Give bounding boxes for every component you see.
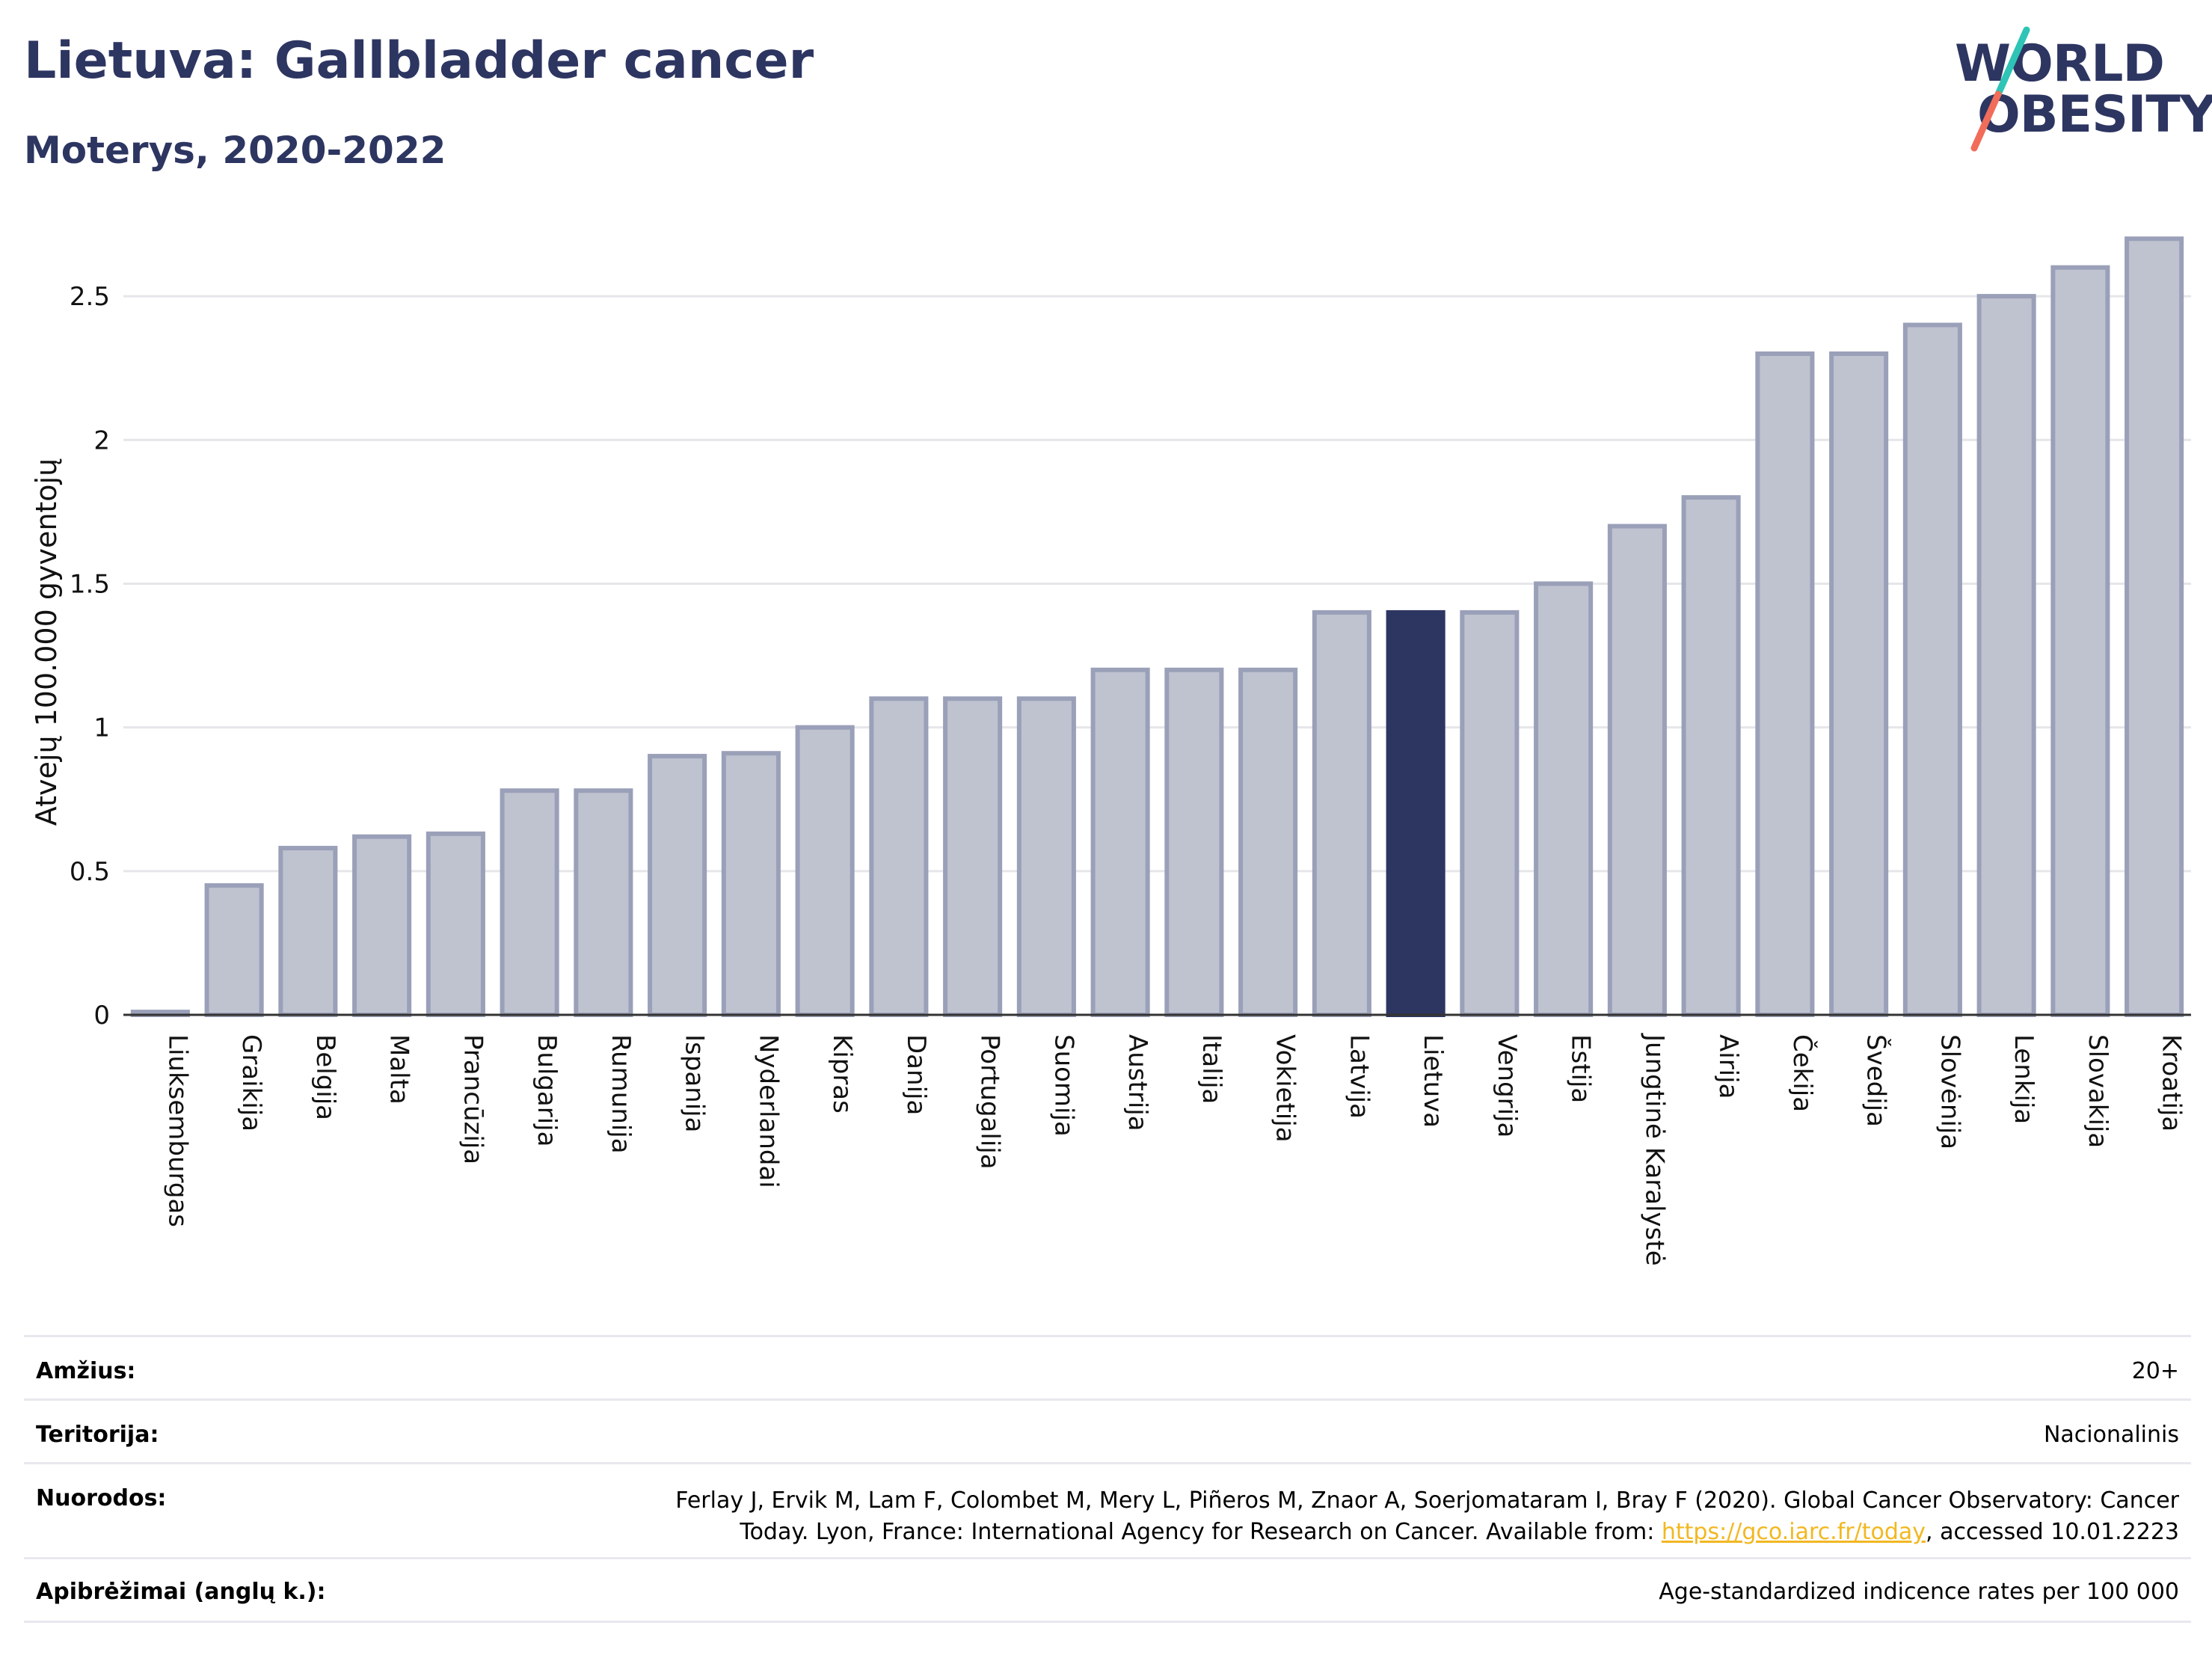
x-tick-label: Graikija (236, 1034, 266, 1132)
references-label: Nuorodos: (36, 1485, 167, 1511)
x-tick-label: Ispanija (680, 1034, 710, 1132)
bar (574, 788, 633, 1018)
chart-subtitle: Moterys, 2020-2022 (24, 129, 446, 172)
bar (648, 754, 707, 1018)
bar (1681, 495, 1741, 1017)
age-value: 20+ (2131, 1358, 2179, 1384)
x-tick-label: Suomija (1048, 1034, 1078, 1137)
bar (352, 834, 412, 1018)
x-tick-label: Rumunija (606, 1034, 636, 1154)
logo-line2: OBESITY (1977, 85, 2212, 144)
chart-title: Lietuva: Gallbladder cancer (24, 31, 814, 90)
x-tick-label: Slovėnija (1935, 1034, 1964, 1149)
definitions-value: Age-standardized indicence rates per 100… (1659, 1579, 2179, 1605)
bar (1460, 610, 1520, 1017)
bar (1902, 322, 1962, 1017)
x-tick-label: Estija (1566, 1034, 1596, 1103)
y-tick-label: 2 (93, 426, 110, 455)
y-tick-label: 2.5 (70, 282, 110, 312)
bar (2050, 265, 2110, 1017)
bar (721, 751, 781, 1017)
x-tick-label: Lenkija (2009, 1034, 2039, 1124)
x-tick-label: Portugalija (975, 1034, 1005, 1170)
bar (1238, 667, 1298, 1017)
x-tick-label: Vokietija (1271, 1034, 1300, 1143)
bar (1976, 294, 2036, 1018)
logo-line1: WORLD (1955, 34, 2165, 93)
bar (1164, 667, 1224, 1017)
bar (1090, 667, 1150, 1017)
age-label: Amžius: (36, 1358, 136, 1384)
x-tick-label: Bulgarija (532, 1034, 562, 1146)
metadata-table: Amžius: 20+ Teritorija: Nacionalinis Nuo… (24, 1335, 2191, 1623)
references-value: Ferlay J, Ervik M, Lam F, Colombet M, Me… (675, 1485, 2179, 1548)
x-tick-label: Prancūzija (458, 1034, 488, 1164)
x-tick-label: Kroatija (2157, 1034, 2187, 1132)
references-line2-suffix: , accessed 10.01.2223 (1926, 1519, 2179, 1545)
bar (500, 788, 559, 1018)
bar (1534, 581, 1594, 1017)
meta-row-territory: Teritorija: Nacionalinis (24, 1398, 2191, 1462)
bar-chart: 0 0.5 1 1.5 2 2.5 Liuksemburgas Graikija Belgij… (30, 236, 2191, 1266)
y-axis-label: Atvejų 100.000 gyventojų (30, 458, 63, 826)
bar (1755, 351, 1815, 1017)
x-tick-label: Slovakija (2083, 1034, 2113, 1148)
logo-slash-icon (1970, 26, 2030, 152)
bar (1607, 523, 1667, 1017)
bar (1829, 351, 1889, 1017)
y-tick-label: 1.5 (70, 569, 110, 599)
x-tick-label: Nyderlandai (753, 1034, 783, 1188)
x-tick-label: Čekija (1787, 1034, 1818, 1112)
references-line2: Today. Lyon, France: International Agenc… (675, 1517, 2179, 1548)
bar (869, 696, 929, 1017)
bars (130, 236, 2184, 1018)
y-tick-label: 1 (93, 713, 110, 743)
territory-value: Nacionalinis (2043, 1422, 2179, 1448)
x-tick-label: Danija (901, 1034, 931, 1115)
x-tick-label: Kipras (827, 1034, 857, 1114)
x-tick-label: Švedija (1861, 1034, 1892, 1127)
y-tick-labels: 0 0.5 1 1.5 2 2.5 (70, 282, 110, 1031)
bar (278, 846, 338, 1017)
y-tick-label: 0.5 (70, 857, 110, 887)
references-line2-text: Today. Lyon, France: International Agenc… (740, 1519, 1662, 1545)
x-tick-label: Malta (384, 1034, 414, 1105)
territory-label: Teritorija: (36, 1422, 159, 1448)
bar-highlight (1386, 610, 1446, 1017)
bar (1312, 610, 1371, 1017)
bar (2125, 236, 2184, 1018)
x-tick-label: Liuksemburgas (162, 1034, 192, 1227)
x-tick-label: Italija (1196, 1034, 1226, 1104)
meta-row-references: Nuorodos: Ferlay J, Ervik M, Lam F, Colo… (24, 1462, 2191, 1557)
x-tick-labels: Liuksemburgas Graikija Belgija Malta Prancūz… (162, 1033, 2186, 1266)
x-tick-label: Airija (1713, 1034, 1743, 1099)
y-tick-label: 0 (93, 1001, 110, 1031)
bar (1016, 696, 1076, 1017)
meta-row-definitions: Apibrėžimai (anglų k.): Age-standardized… (24, 1557, 2191, 1623)
x-tick-label: Vengrija (1492, 1034, 1522, 1137)
bar (204, 883, 264, 1018)
x-tick-label: Jungtinė Karalystė (1639, 1033, 1669, 1266)
x-tick-label: Latvija (1344, 1034, 1374, 1119)
x-tick-label: Belgija (310, 1034, 340, 1120)
definitions-label: Apibrėžimai (anglų k.): (36, 1579, 326, 1605)
references-link[interactable]: https://gco.iarc.fr/today (1661, 1519, 1926, 1545)
meta-row-age: Amžius: 20+ (24, 1335, 2191, 1398)
world-obesity-logo: WORLD OBESITY (1944, 22, 2212, 157)
x-tick-label: Austrija (1122, 1034, 1152, 1132)
bar (795, 725, 855, 1017)
bar (943, 696, 1003, 1017)
x-tick-label: Lietuva (1418, 1034, 1448, 1128)
references-line1: Ferlay J, Ervik M, Lam F, Colombet M, Me… (675, 1487, 2179, 1514)
bar (425, 831, 485, 1018)
